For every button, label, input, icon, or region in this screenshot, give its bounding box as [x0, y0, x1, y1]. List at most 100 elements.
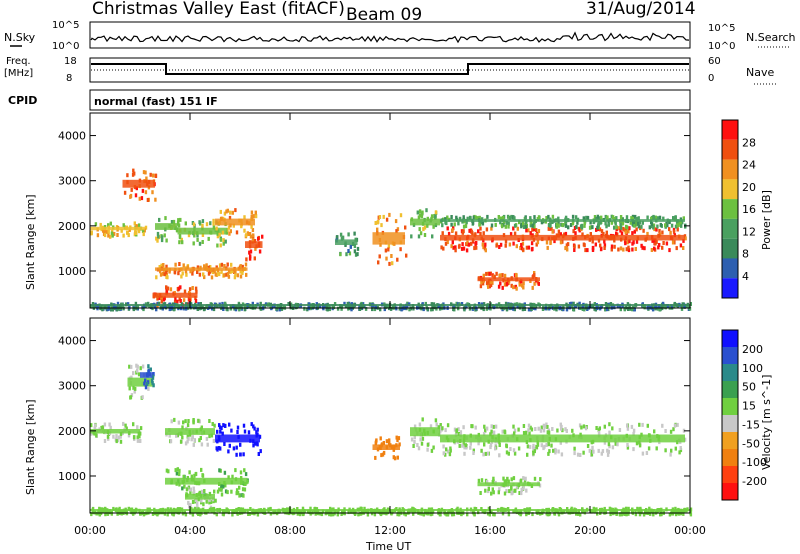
velocity-cell — [453, 427, 457, 432]
velocity-cell — [634, 509, 637, 514]
power-cell — [566, 242, 570, 247]
velocity-cell — [239, 442, 242, 447]
power-cell — [635, 239, 639, 244]
velocity-cell — [620, 510, 624, 515]
velocity-cell — [539, 511, 542, 516]
power-region — [152, 292, 198, 298]
power-cell — [241, 264, 244, 269]
power-cell — [234, 208, 237, 213]
velocity-cell — [515, 484, 519, 489]
velocity-cell — [185, 487, 189, 492]
velocity-cell — [252, 443, 255, 448]
velocity-cell — [252, 424, 255, 429]
velocity-cell — [660, 512, 663, 517]
velocity-cell — [143, 381, 146, 386]
power-cell — [188, 298, 191, 303]
velocity-cell — [98, 510, 102, 515]
power-cell — [628, 239, 631, 244]
velocity-cell — [611, 445, 615, 450]
velocity-cell — [139, 439, 142, 443]
power-cell — [595, 227, 598, 232]
velocity-cell — [679, 446, 682, 450]
power-cell — [223, 273, 226, 278]
power-cell — [328, 304, 331, 309]
power-cell — [518, 220, 521, 225]
noise-search-label: N.Search — [746, 31, 796, 44]
velocity-cell — [577, 509, 580, 514]
power-cell — [529, 223, 532, 228]
velocity-cell — [133, 389, 136, 394]
power-cell — [625, 247, 628, 252]
power-cell — [662, 216, 665, 221]
velocity-cell — [359, 506, 362, 511]
noise-left-tick-top: 10^5 — [52, 20, 79, 31]
velocity-cell — [119, 439, 123, 444]
velocity-cell — [485, 426, 489, 431]
power-cell — [423, 233, 427, 237]
power-cell — [583, 223, 586, 228]
velocity-cell — [192, 486, 195, 491]
power-cell — [518, 282, 521, 287]
power-cell — [497, 284, 501, 289]
power-cell — [195, 289, 198, 294]
power-cell — [629, 306, 632, 311]
velocity-cell — [507, 509, 510, 514]
power-cell — [319, 304, 322, 309]
velocity-cell — [410, 437, 414, 442]
power-cell — [419, 231, 423, 236]
power-cell — [198, 241, 202, 246]
velocity-colorbar-segment — [722, 415, 738, 432]
noise-left-tick-bottom: 10^0 — [52, 41, 79, 52]
power-cell — [599, 247, 603, 252]
velocity-cell — [539, 477, 542, 482]
velocity-cell — [115, 439, 118, 444]
velocity-cell — [484, 428, 487, 433]
velocity-cell — [244, 472, 248, 477]
power-cell — [498, 245, 501, 249]
velocity-cell — [557, 510, 560, 515]
power-cell — [378, 254, 381, 259]
power-cell — [452, 245, 455, 250]
power-cell — [458, 243, 461, 248]
power-cell — [384, 305, 387, 310]
x-tick-label: 04:00 — [174, 524, 206, 537]
power-cell — [399, 247, 402, 252]
power-cell — [146, 198, 150, 202]
power-cell — [533, 271, 536, 275]
power-cell — [184, 306, 188, 311]
power-cell — [347, 249, 350, 253]
power-cell — [110, 304, 113, 309]
power-cell — [216, 304, 219, 309]
power-cell — [574, 231, 577, 236]
velocity-cell — [213, 489, 216, 494]
velocity-cell — [139, 426, 143, 431]
power-cell — [221, 301, 224, 306]
velocity-cell — [193, 473, 196, 478]
velocity-cell — [381, 452, 385, 457]
velocity-cell — [198, 490, 201, 495]
velocity-cell — [103, 422, 107, 427]
velocity-cell — [456, 509, 459, 514]
velocity-cell — [632, 447, 635, 452]
velocity-cell — [642, 512, 646, 517]
power-cell — [510, 214, 513, 219]
velocity-cell — [551, 427, 554, 431]
power-cell — [665, 241, 669, 246]
velocity-cell — [186, 423, 190, 428]
velocity-cell — [512, 509, 515, 514]
power-region — [215, 218, 255, 226]
velocity-heatmap — [90, 363, 693, 517]
velocity-cell — [576, 511, 580, 516]
power-cell — [516, 304, 519, 309]
velocity-cell — [689, 507, 693, 512]
power-cell — [490, 226, 493, 231]
power-cell — [165, 238, 168, 243]
power-cell — [155, 275, 158, 280]
velocity-cell — [259, 449, 262, 454]
velocity-cell — [142, 512, 146, 517]
power-cell — [170, 220, 174, 224]
velocity-cell — [363, 506, 366, 511]
power-cell — [679, 243, 683, 248]
power-cell — [673, 304, 676, 309]
power-cell — [434, 210, 438, 215]
